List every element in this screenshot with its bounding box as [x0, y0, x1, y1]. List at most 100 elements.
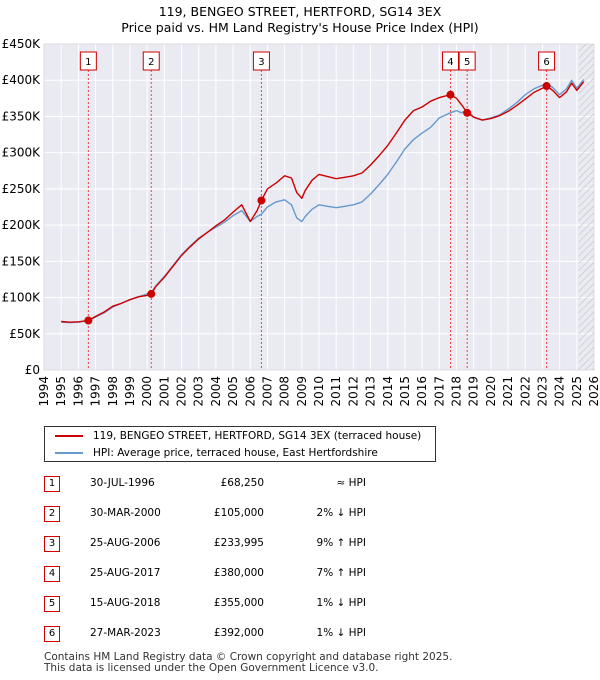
- x-tick-label: 2016: [415, 376, 429, 407]
- x-tick-label: 2020: [484, 376, 498, 407]
- x-tick-label: 2018: [450, 376, 464, 407]
- x-tick-label: 2023: [535, 376, 549, 407]
- sale-date: 27-MAR-2023: [90, 627, 161, 639]
- x-tick-label: 2022: [518, 376, 532, 407]
- legend: 119, BENGEO STREET, HERTFORD, SG14 3EX (…: [44, 426, 436, 462]
- x-tick-label: 2010: [312, 376, 326, 407]
- x-tick-label: 1998: [106, 376, 120, 407]
- sale-label-number: 5: [464, 57, 470, 68]
- sale-hpi-comparison: ≈ HPI: [336, 477, 366, 489]
- x-tick-label: 1994: [37, 376, 51, 407]
- y-tick-label: £100K: [2, 291, 42, 305]
- legend-swatch-hpi: [55, 452, 83, 454]
- sale-row-1: 1 30-JUL-1996 £68,250 ≈ HPI: [44, 476, 444, 494]
- y-tick-label: £200K: [2, 218, 42, 232]
- sale-price: £105,000: [213, 507, 264, 519]
- sale-row-4: 4 25-AUG-2017 £380,000 7% ↑ HPI: [44, 566, 444, 584]
- x-tick-label: 2007: [260, 376, 274, 407]
- sale-hpi-comparison: 7% ↑ HPI: [316, 567, 366, 579]
- price-chart: £0 £50K £100K £150K £200K £250K £300K £350K £400…: [2, 37, 600, 407]
- sale-point: [446, 90, 455, 99]
- x-tick-label: 2009: [295, 376, 309, 407]
- sale-price: £355,000: [213, 597, 264, 609]
- x-tick-label: 2024: [553, 376, 567, 407]
- plot-border: [43, 43, 595, 371]
- sale-hpi-comparison: 2% ↓ HPI: [316, 507, 366, 519]
- sale-date: 25-AUG-2017: [90, 567, 161, 579]
- x-tick-label: 1996: [71, 376, 85, 407]
- sale-label-box: [538, 51, 556, 71]
- y-tick-label: £50K: [9, 327, 41, 341]
- sale-point: [147, 289, 156, 298]
- sale-price: £233,995: [213, 537, 264, 549]
- sale-date: 25-AUG-2006: [90, 537, 161, 549]
- sale-price: £380,000: [213, 567, 264, 579]
- x-tick-label: 2000: [140, 376, 154, 407]
- y-tick-label: £0: [25, 363, 40, 377]
- sale-number-badge: 3: [44, 536, 60, 552]
- x-tick-label: 2017: [432, 376, 446, 407]
- sale-date: 15-AUG-2018: [90, 597, 161, 609]
- y-tick-label: £250K: [2, 182, 42, 196]
- x-tick-label: 2013: [364, 376, 378, 407]
- sale-hpi-comparison: 1% ↓ HPI: [316, 597, 366, 609]
- x-tick-label: 2019: [467, 376, 481, 407]
- sale-row-5: 5 15-AUG-2018 £355,000 1% ↓ HPI: [44, 596, 444, 614]
- sale-label-box: [441, 51, 459, 71]
- sale-price: £392,000: [213, 627, 264, 639]
- sale-point: [542, 82, 551, 91]
- x-tick-label: 2012: [346, 376, 360, 407]
- x-tick-label: 1995: [54, 376, 68, 407]
- y-tick-label: £400K: [2, 73, 42, 87]
- x-tick-label: 1997: [89, 376, 103, 407]
- sale-number-badge: 1: [44, 476, 60, 492]
- sale-point: [84, 316, 93, 325]
- sale-label-box: [252, 51, 270, 71]
- chart-title: 119, BENGEO STREET, HERTFORD, SG14 3EX: [158, 4, 442, 19]
- sale-hpi-comparison: 9% ↑ HPI: [316, 537, 366, 549]
- x-tick-label: 2003: [192, 376, 206, 407]
- sale-label-box: [142, 51, 160, 71]
- chart-subtitle: Price paid vs. HM Land Registry's House …: [121, 20, 479, 35]
- x-tick-label: 2001: [157, 376, 171, 407]
- sale-number-badge: 6: [44, 626, 60, 642]
- y-tick-label: £150K: [2, 254, 42, 268]
- x-tick-label: 2014: [381, 376, 395, 407]
- x-tick-label: 1999: [123, 376, 137, 407]
- sale-label-number: 1: [85, 57, 91, 68]
- sale-row-6: 6 27-MAR-2023 £392,000 1% ↓ HPI: [44, 626, 444, 644]
- y-tick-label: £300K: [2, 146, 42, 160]
- x-tick-label: 2021: [501, 376, 515, 407]
- x-tick-label: 2015: [398, 376, 412, 407]
- sale-label-box: [79, 51, 97, 71]
- sale-number-badge: 4: [44, 566, 60, 582]
- sale-label-box: [458, 51, 476, 71]
- x-tick-label: 2026: [587, 376, 600, 407]
- sale-row-3: 3 25-AUG-2006 £233,995 9% ↑ HPI: [44, 536, 444, 554]
- sale-number-badge: 5: [44, 596, 60, 612]
- x-tick-label: 2025: [570, 376, 584, 407]
- sale-row-2: 2 30-MAR-2000 £105,000 2% ↓ HPI: [44, 506, 444, 524]
- x-tick-label: 2005: [226, 376, 240, 407]
- x-tick-label: 2011: [329, 376, 343, 407]
- sale-label-number: 3: [258, 57, 264, 68]
- footer-copyright: Contains HM Land Registry data © Crown c…: [44, 651, 453, 663]
- sale-label-number: 6: [543, 57, 549, 68]
- x-tick-label: 2002: [175, 376, 189, 407]
- sale-label-number: 2: [148, 57, 154, 68]
- x-tick-label: 2006: [243, 376, 257, 407]
- sale-number-badge: 2: [44, 506, 60, 522]
- sale-hpi-comparison: 1% ↓ HPI: [316, 627, 366, 639]
- x-tick-label: 2004: [209, 376, 223, 407]
- sale-date: 30-JUL-1996: [90, 477, 155, 489]
- x-tick-label: 2008: [278, 376, 292, 407]
- footer-licence: This data is licensed under the Open Gov…: [44, 662, 379, 674]
- sale-price: £68,250: [220, 477, 264, 489]
- sale-point: [257, 196, 266, 205]
- legend-label-property: 119, BENGEO STREET, HERTFORD, SG14 3EX (…: [93, 430, 422, 442]
- sale-point: [463, 108, 472, 117]
- sale-label-number: 4: [447, 57, 453, 68]
- y-tick-label: £350K: [2, 109, 42, 123]
- legend-swatch-property: [55, 435, 83, 437]
- future-hatch: [578, 44, 594, 370]
